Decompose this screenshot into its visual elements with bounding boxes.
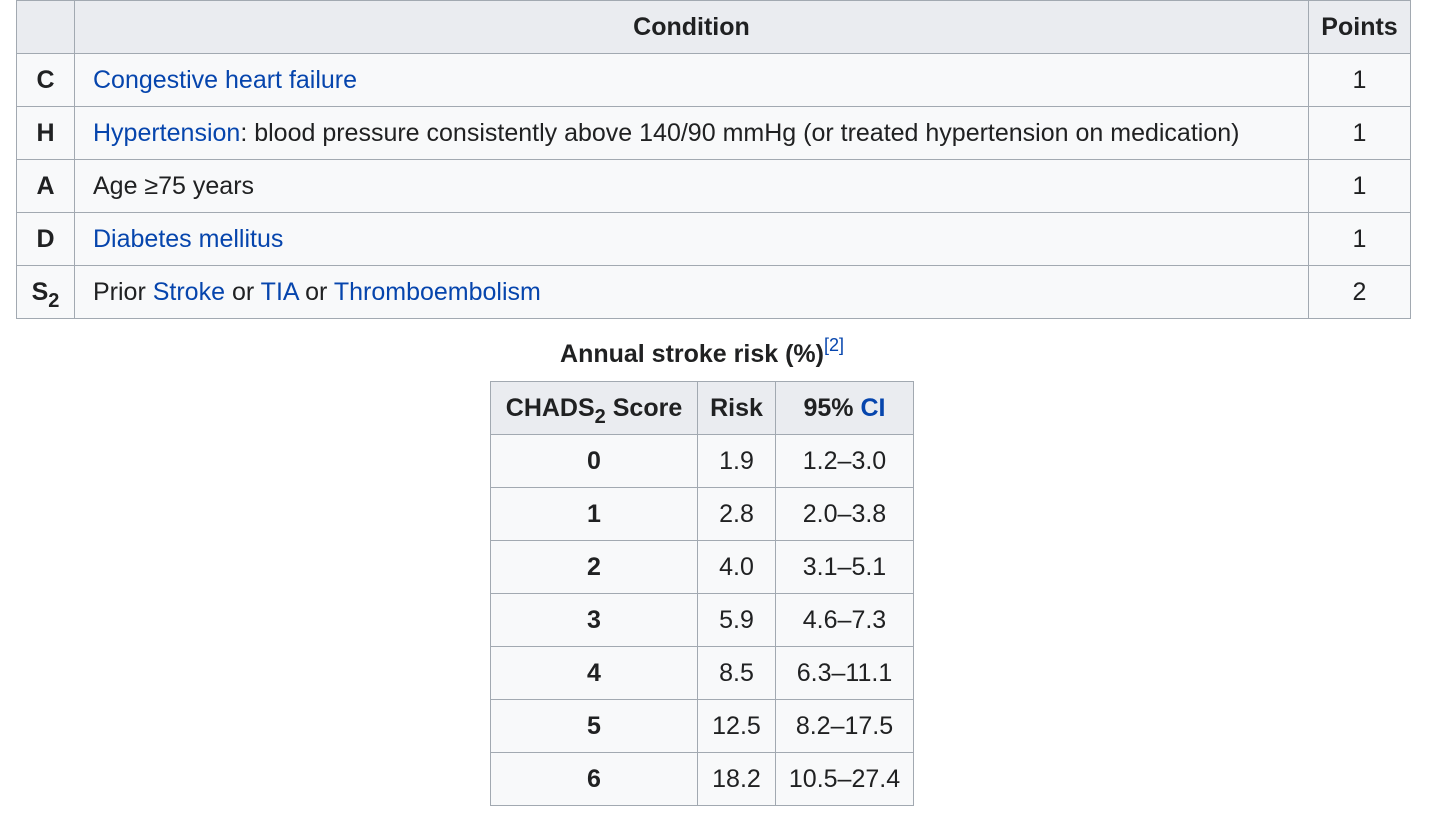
criteria-letter-text: S <box>31 277 49 306</box>
criteria-row: S2 Prior Stroke or TIA or Thromboembolism… <box>16 265 1411 319</box>
risk-value-cell: 4.0 <box>697 540 776 594</box>
risk-value-cell: 8.5 <box>697 646 776 700</box>
score-header-suffix: Score <box>605 393 683 422</box>
risk-value-cell: 5.9 <box>697 593 776 647</box>
risk-column-header: Risk <box>697 381 776 435</box>
risk-row: 0 1.9 1.2–3.0 <box>490 434 914 488</box>
risk-ci-cell: 1.2–3.0 <box>775 434 914 488</box>
risk-ci-cell: 3.1–5.1 <box>775 540 914 594</box>
condition-text: : blood pressure consistently above 140/… <box>240 118 1240 147</box>
score-header-text: CHADS <box>505 393 595 422</box>
condition-text: Prior <box>93 277 153 306</box>
criteria-condition: Prior Stroke or TIA or Thromboembolism <box>74 265 1309 319</box>
risk-row: 3 5.9 4.6–7.3 <box>490 593 914 647</box>
annual-stroke-risk-table: CHADS2 Score Risk 95% CI 0 1.9 1.2–3.0 1 2.8… <box>490 381 914 806</box>
condition-text: or <box>225 277 261 306</box>
risk-ci-cell: 10.5–27.4 <box>775 752 914 806</box>
criteria-condition: Hypertension: blood pressure consistentl… <box>74 106 1309 160</box>
ci-link[interactable]: CI <box>860 393 886 422</box>
criteria-condition: Diabetes mellitus <box>74 212 1309 266</box>
congestive-heart-failure-link[interactable]: Congestive heart failure <box>93 65 358 94</box>
criteria-points: 1 <box>1308 159 1411 213</box>
criteria-points: 1 <box>1308 106 1411 160</box>
reference-superscript: [2] <box>824 335 844 355</box>
criteria-table-body: C Congestive heart failure 1 H Hypertension:… <box>16 53 1411 319</box>
chads2-criteria-table: Condition Points C Congestive heart failu… <box>16 0 1411 319</box>
criteria-row: D Diabetes mellitus 1 <box>16 212 1411 266</box>
risk-score-cell: 2 <box>490 540 698 594</box>
risk-ci-cell: 4.6–7.3 <box>775 593 914 647</box>
criteria-letter-text: D <box>36 224 55 253</box>
risk-value-cell: 2.8 <box>697 487 776 541</box>
criteria-letter-text: C <box>36 65 55 94</box>
risk-score-cell: 5 <box>490 699 698 753</box>
condition-text: or <box>298 277 334 306</box>
criteria-row: C Congestive heart failure 1 <box>16 53 1411 107</box>
criteria-letter: D <box>16 212 75 266</box>
risk-row: 4 8.5 6.3–11.1 <box>490 646 914 700</box>
criteria-letter: S2 <box>16 265 75 319</box>
risk-header-row: CHADS2 Score Risk 95% CI <box>490 381 914 435</box>
criteria-letter: C <box>16 53 75 107</box>
risk-score-cell: 0 <box>490 434 698 488</box>
risk-value-cell: 18.2 <box>697 752 776 806</box>
reference-link[interactable]: [2] <box>823 335 844 356</box>
risk-row: 1 2.8 2.0–3.8 <box>490 487 914 541</box>
criteria-points: 1 <box>1308 212 1411 266</box>
criteria-letter: H <box>16 106 75 160</box>
risk-row: 2 4.0 3.1–5.1 <box>490 540 914 594</box>
risk-score-cell: 4 <box>490 646 698 700</box>
ci-column-header: 95% CI <box>775 381 914 435</box>
risk-score-cell: 1 <box>490 487 698 541</box>
risk-score-cell: 3 <box>490 593 698 647</box>
risk-row: 5 12.5 8.2–17.5 <box>490 699 914 753</box>
risk-ci-cell: 2.0–3.8 <box>775 487 914 541</box>
risk-caption-text: Annual stroke risk (%) <box>560 340 824 368</box>
letter-column-header <box>16 0 75 54</box>
hypertension-link[interactable]: Hypertension <box>93 118 241 147</box>
risk-ci-cell: 6.3–11.1 <box>775 646 914 700</box>
condition-column-header: Condition <box>74 0 1309 54</box>
points-column-header: Points <box>1308 0 1411 54</box>
risk-row: 6 18.2 10.5–27.4 <box>490 752 914 806</box>
criteria-letter-text: H <box>36 118 55 147</box>
tia-link[interactable]: TIA <box>260 277 299 306</box>
risk-value-cell: 12.5 <box>697 699 776 753</box>
stroke-link[interactable]: Stroke <box>152 277 225 306</box>
criteria-letter-subscript: 2 <box>48 289 60 312</box>
criteria-letter-text: A <box>36 171 55 200</box>
risk-ci-cell: 8.2–17.5 <box>775 699 914 753</box>
risk-value-cell: 1.9 <box>697 434 776 488</box>
diabetes-mellitus-link[interactable]: Diabetes mellitus <box>93 224 284 253</box>
risk-table-caption: Annual stroke risk (%)[2] <box>490 336 914 369</box>
criteria-row: H Hypertension: blood pressure consistent… <box>16 106 1411 160</box>
score-column-header: CHADS2 Score <box>490 381 698 435</box>
criteria-letter: A <box>16 159 75 213</box>
condition-text: Age ≥75 years <box>93 171 255 200</box>
criteria-points: 1 <box>1308 53 1411 107</box>
ci-header-text: 95% <box>803 393 861 422</box>
criteria-row: A Age ≥75 years 1 <box>16 159 1411 213</box>
risk-table-body: 0 1.9 1.2–3.0 1 2.8 2.0–3.8 2 4.0 3.1–5.1 3 5.9 4.6… <box>490 434 914 806</box>
score-header-subscript: 2 <box>594 405 606 428</box>
criteria-condition: Age ≥75 years <box>74 159 1309 213</box>
criteria-points: 2 <box>1308 265 1411 319</box>
thromboembolism-link[interactable]: Thromboembolism <box>333 277 541 306</box>
risk-score-cell: 6 <box>490 752 698 806</box>
criteria-condition: Congestive heart failure <box>74 53 1309 107</box>
criteria-header-row: Condition Points <box>16 0 1411 54</box>
